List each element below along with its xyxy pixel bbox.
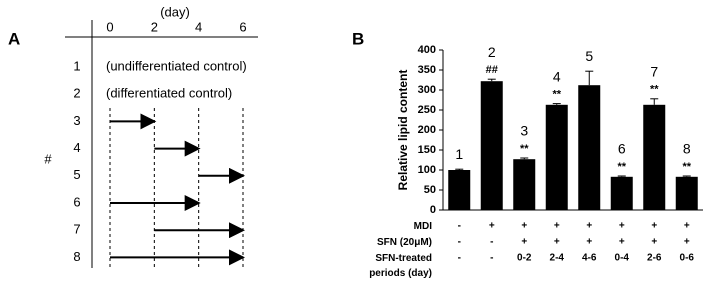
day-tick-label: 0 [106, 19, 113, 34]
row-label: (differentiated control) [106, 86, 232, 101]
y-tick-label: 0 [430, 204, 436, 216]
bar-number: 3 [520, 123, 528, 139]
table-cell: + [554, 237, 560, 248]
row-number: 7 [73, 222, 80, 237]
day-tick-label: 2 [151, 19, 158, 34]
y-tick-label: 100 [418, 164, 436, 176]
row-number: 5 [73, 167, 80, 182]
table-cell: + [684, 237, 690, 248]
table-cell: - [458, 237, 461, 248]
table-cell: - [458, 253, 461, 264]
bar-number: 8 [683, 141, 691, 157]
significance-label: ## [486, 64, 498, 76]
bar-number: 7 [650, 64, 658, 80]
table-cell: 4-6 [582, 253, 597, 264]
row-axis-label: # [44, 151, 52, 166]
day-tick-label: 6 [239, 19, 246, 34]
row-number: 3 [73, 113, 80, 128]
row-number: 6 [73, 194, 80, 209]
bar-number: 6 [618, 141, 626, 157]
table-row-label: SFN (20μM) [376, 237, 432, 248]
day-tick-label: 4 [195, 19, 202, 34]
significance-label: ** [682, 161, 691, 173]
table-cell: 0-4 [615, 253, 630, 264]
table-cell: - [490, 253, 493, 264]
y-tick-label: 300 [418, 84, 436, 96]
table-cell: + [651, 221, 657, 232]
table-cell: + [521, 237, 527, 248]
bar [448, 170, 471, 210]
row-number: 2 [73, 86, 80, 101]
row-label: (undifferentiated control) [106, 58, 247, 73]
significance-label: ** [617, 161, 626, 173]
table-cell: + [619, 221, 625, 232]
bar [610, 176, 633, 210]
bar-number: 4 [553, 68, 561, 84]
bar-number: 2 [488, 44, 496, 60]
y-tick-label: 150 [418, 144, 436, 156]
table-cell: + [619, 237, 625, 248]
row-number: 1 [73, 58, 80, 73]
bar [643, 104, 666, 210]
table-cell: 0-2 [517, 253, 532, 264]
table-row-label: MDI [413, 221, 432, 232]
table-cell: + [521, 221, 527, 232]
y-tick-label: 250 [418, 104, 436, 116]
table-cell: + [554, 221, 560, 232]
table-cell: 2-4 [550, 253, 565, 264]
bar [545, 104, 568, 210]
row-number: 8 [73, 249, 80, 264]
y-tick-label: 350 [418, 64, 436, 76]
table-cell: - [490, 237, 493, 248]
significance-label: ** [552, 89, 561, 101]
bar-number: 1 [455, 146, 463, 162]
y-tick-label: 400 [418, 44, 436, 56]
bar-number: 5 [585, 48, 593, 64]
table-cell: + [586, 237, 592, 248]
panel-letter: A [8, 29, 20, 48]
table-cell: + [586, 221, 592, 232]
bar [675, 176, 698, 210]
significance-label: ** [650, 84, 659, 96]
panel-letter: B [352, 29, 364, 48]
significance-label: ** [520, 143, 529, 155]
bar [578, 85, 601, 210]
table-cell: - [458, 221, 461, 232]
table-cell: + [651, 237, 657, 248]
y-tick-label: 50 [424, 184, 436, 196]
y-axis-label: Relative lipid content [396, 70, 410, 191]
day-label: (day) [160, 4, 190, 19]
table-cell: 2-6 [647, 253, 662, 264]
row-number: 4 [73, 140, 80, 155]
table-cell: + [684, 221, 690, 232]
y-tick-label: 200 [418, 124, 436, 136]
table-cell: 0-6 [680, 253, 695, 264]
table-row-label: SFN-treated periods (day) [369, 253, 432, 279]
bar [480, 81, 503, 210]
bar [513, 159, 536, 210]
table-cell: + [489, 221, 495, 232]
